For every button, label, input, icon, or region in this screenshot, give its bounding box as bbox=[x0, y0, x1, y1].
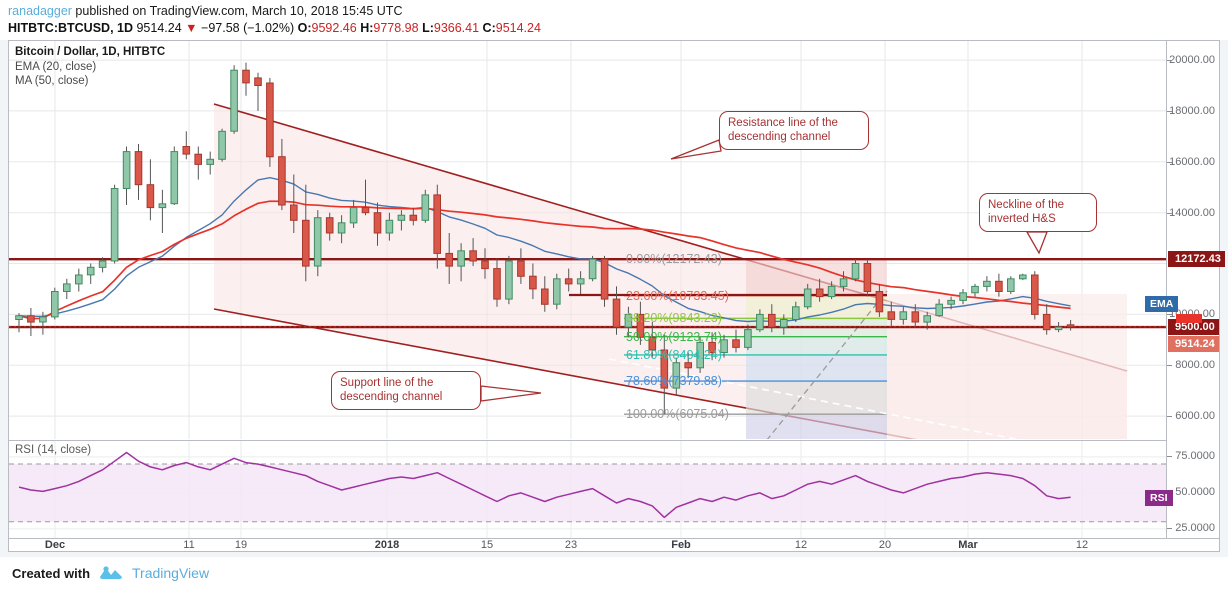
rsi-tickmark bbox=[1167, 455, 1172, 457]
callout-support-channel: Support line of the descending channel bbox=[331, 371, 481, 410]
callout-resistance-channel: Resistance line of the descending channe… bbox=[719, 111, 869, 150]
date-tick-3: 2018 bbox=[374, 539, 400, 551]
author-link[interactable]: ranadagger bbox=[8, 4, 72, 18]
high-key: H: bbox=[360, 21, 374, 35]
ema-axis-badge[interactable]: EMA bbox=[1145, 296, 1179, 313]
chart-frame[interactable]: Bitcoin / Dollar, 1D, HITBTC EMA (20, cl… bbox=[8, 40, 1225, 552]
price-canvas bbox=[9, 41, 1166, 439]
price-tick-16000: 16000.00 bbox=[1169, 155, 1215, 168]
left-margin-strip bbox=[0, 40, 8, 552]
price-tickmark bbox=[1167, 60, 1172, 62]
open-key: O: bbox=[297, 21, 312, 35]
rsi-pane[interactable]: RSI (14, close) bbox=[9, 440, 1166, 538]
close-value: 9514.24 bbox=[495, 21, 541, 35]
rsi-legend: RSI (14, close) bbox=[15, 444, 92, 456]
publication-info: published on TradingView.com, March 10, … bbox=[71, 4, 403, 18]
date-tick-5: 23 bbox=[564, 539, 578, 551]
date-tick-2: 19 bbox=[234, 539, 248, 551]
high-value: 9778.98 bbox=[373, 21, 419, 35]
publication-line: ranadagger published on TradingView.com,… bbox=[8, 3, 1228, 20]
projection-zone bbox=[887, 294, 1127, 439]
rsi-tickmark bbox=[1167, 527, 1172, 529]
price-tickmark bbox=[1167, 110, 1172, 112]
close-key: C: bbox=[482, 21, 496, 35]
price-tick-18000: 18000.00 bbox=[1169, 104, 1215, 117]
price-tickmark bbox=[1167, 314, 1172, 316]
tradingview-link[interactable]: TradingView bbox=[132, 565, 210, 581]
rsi-tick-75: 75.0000 bbox=[1175, 449, 1215, 462]
last-price-badge[interactable]: 9514.24 bbox=[1168, 335, 1219, 352]
price-tickmark bbox=[1167, 416, 1172, 418]
date-tick-9: Mar bbox=[958, 539, 978, 551]
date-tick-7: 12 bbox=[794, 539, 808, 551]
low-value: 9366.41 bbox=[433, 21, 480, 35]
price-tickmark bbox=[1167, 365, 1172, 367]
candlestick-series bbox=[15, 62, 1075, 415]
price-tick-20000: 20000.00 bbox=[1169, 54, 1215, 67]
rsi-tick-25: 25.0000 bbox=[1175, 521, 1215, 534]
rsi-canvas bbox=[9, 441, 1166, 538]
neckline-price-badge[interactable]: 9500.00 bbox=[1168, 319, 1219, 336]
price-axis[interactable]: 20000.0018000.0016000.0014000.0010000.00… bbox=[1145, 41, 1225, 538]
last-price: 9514.24 bbox=[136, 21, 182, 35]
date-tick-1: 11 bbox=[183, 539, 195, 551]
ma-50-line bbox=[18, 200, 1071, 320]
price-tick-14000: 14000.00 bbox=[1169, 206, 1215, 219]
created-with-label: Created with bbox=[12, 565, 91, 581]
price-tickmark bbox=[1167, 161, 1172, 163]
rsi-tick-50: 50.0000 bbox=[1175, 485, 1215, 498]
price-pane[interactable]: Bitcoin / Dollar, 1D, HITBTC EMA (20, cl… bbox=[9, 41, 1166, 439]
rsi-band bbox=[9, 464, 1166, 522]
right-margin-strip bbox=[1220, 40, 1228, 552]
pattern-diagonal bbox=[766, 290, 888, 439]
date-tick-10: 12 bbox=[1075, 539, 1089, 551]
resistance-price-badge[interactable]: 12172.43 bbox=[1168, 251, 1225, 268]
date-tick-0: Dec bbox=[44, 539, 66, 551]
price-tickmark bbox=[1167, 212, 1172, 214]
ma-axis-badge[interactable] bbox=[1176, 313, 1202, 323]
rsi-line bbox=[18, 451, 1071, 519]
ema-20-line bbox=[18, 177, 1071, 323]
tradingview-logo-icon bbox=[100, 566, 123, 579]
date-axis[interactable]: Dec 11 19 2018 15 23 Feb 12 20 Mar 12 bbox=[9, 538, 1219, 551]
fibonacci-retracement bbox=[624, 258, 887, 439]
bottom-margin-strip bbox=[0, 552, 1228, 557]
quote-line: HITBTC:BTCUSD, 1D 9514.24 ▼ −97.58 (−1.0… bbox=[8, 20, 1228, 37]
price-change: −97.58 (−1.02%) bbox=[201, 21, 295, 35]
symbol-label[interactable]: HITBTC:BTCUSD, 1D bbox=[8, 21, 133, 35]
price-tick-8000: 8000.00 bbox=[1175, 359, 1215, 372]
date-tick-8: 20 bbox=[878, 539, 892, 551]
triangle-down-icon: ▼ bbox=[185, 21, 198, 35]
callout-neckline-hs: Neckline of the inverted H&S bbox=[979, 193, 1097, 232]
open-value: 9592.46 bbox=[311, 21, 357, 35]
projection-diagonal bbox=[608, 358, 1020, 439]
price-tick-6000: 6000.00 bbox=[1175, 410, 1215, 423]
footer: Created with TradingView bbox=[0, 557, 1228, 589]
date-tick-4: 15 bbox=[480, 539, 494, 551]
date-tick-6: Feb bbox=[671, 539, 691, 551]
rsi-axis-badge[interactable]: RSI bbox=[1145, 489, 1173, 506]
chart-header: ranadagger published on TradingView.com,… bbox=[0, 0, 1228, 40]
low-key: L: bbox=[422, 21, 434, 35]
